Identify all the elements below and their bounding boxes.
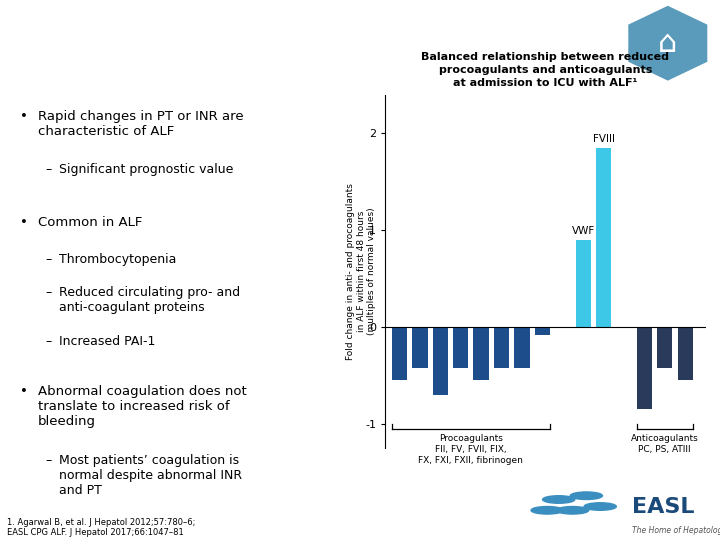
Bar: [392, 327, 407, 380]
Text: •: •: [20, 217, 27, 230]
Text: Most patients’ coagulation is
normal despite abnormal INR
and PT: Most patients’ coagulation is normal des…: [59, 455, 243, 497]
Text: •: •: [20, 110, 27, 123]
Bar: [494, 327, 509, 368]
Text: –: –: [45, 163, 51, 176]
Bar: [535, 327, 550, 335]
Text: Increased PAI-1: Increased PAI-1: [59, 335, 156, 348]
Circle shape: [570, 492, 603, 500]
Text: Procoagulants
FII, FV, FVII, FIX,
FX, FXI, FXII, fibrinogen: Procoagulants FII, FV, FVII, FIX, FX, FX…: [418, 434, 523, 465]
Bar: [657, 327, 672, 368]
Text: Coagulation: monitoring and management: Coagulation: monitoring and management: [16, 27, 515, 47]
Bar: [413, 327, 428, 368]
Text: ⌂: ⌂: [658, 29, 678, 58]
Text: –: –: [45, 335, 51, 348]
Circle shape: [531, 507, 563, 514]
Text: Abnormal coagulation does not
translate to increased risk of
bleeding: Abnormal coagulation does not translate …: [38, 384, 246, 428]
Text: Thrombocytopenia: Thrombocytopenia: [59, 253, 177, 266]
Bar: [453, 327, 469, 368]
Bar: [514, 327, 530, 368]
Text: –: –: [45, 253, 51, 266]
Text: Anticoagulants
PC, PS, ATIII: Anticoagulants PC, PS, ATIII: [631, 434, 698, 454]
Bar: [678, 327, 693, 380]
Bar: [596, 148, 611, 327]
Bar: [636, 327, 652, 409]
Text: FVIII: FVIII: [593, 134, 615, 144]
Text: Rapid changes in PT or INR are
characteristic of ALF: Rapid changes in PT or INR are character…: [38, 110, 243, 138]
Text: EASL: EASL: [632, 496, 695, 517]
Y-axis label: Fold change in anti- and procoagulants
in ALF within first 48 hours
(multiples o: Fold change in anti- and procoagulants i…: [346, 183, 376, 360]
Title: Balanced relationship between reduced
procoagulants and anticoagulants
at admiss: Balanced relationship between reduced pr…: [421, 52, 670, 88]
Text: Significant prognostic value: Significant prognostic value: [59, 163, 234, 176]
Text: The Home of Hepatology: The Home of Hepatology: [632, 526, 720, 535]
Text: 1. Agarwal B, et al. J Hepatol 2012;57:780–6;
EASL CPG ALF. J Hepatol 2017;66:10: 1. Agarwal B, et al. J Hepatol 2012;57:7…: [7, 518, 196, 537]
Circle shape: [557, 507, 589, 514]
Text: –: –: [45, 455, 51, 468]
Circle shape: [584, 503, 616, 510]
Text: •: •: [20, 384, 27, 397]
Polygon shape: [626, 3, 709, 83]
Circle shape: [543, 496, 575, 503]
Bar: [575, 240, 591, 327]
Bar: [474, 327, 489, 380]
Text: Common in ALF: Common in ALF: [38, 217, 142, 230]
Text: –: –: [45, 286, 51, 299]
Text: VWF: VWF: [572, 226, 595, 236]
Text: Reduced circulating pro- and
anti-coagulant proteins: Reduced circulating pro- and anti-coagul…: [59, 286, 240, 314]
Bar: [433, 327, 448, 395]
